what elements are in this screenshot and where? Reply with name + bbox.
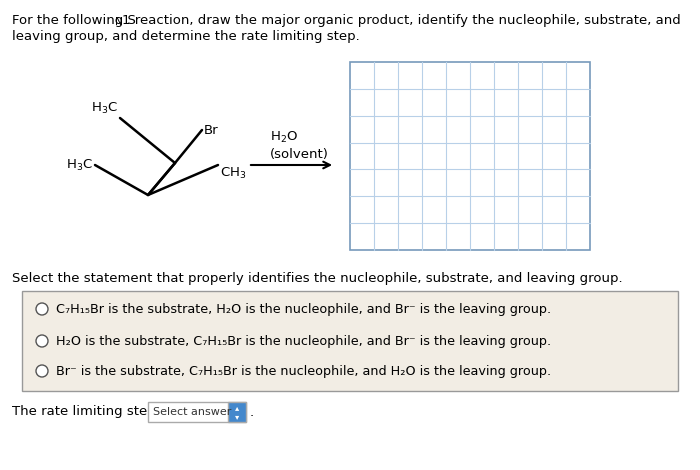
Text: 1 reaction, draw the major organic product, identify the nucleophile, substrate,: 1 reaction, draw the major organic produ…	[122, 14, 680, 27]
Bar	[148, 402, 246, 422]
Text: N: N	[115, 17, 122, 27]
Text: For the following S: For the following S	[12, 14, 136, 27]
Text: leaving group, and determine the rate limiting step.: leaving group, and determine the rate li…	[12, 30, 360, 43]
Bar	[22, 291, 678, 391]
Text: H$_2$O: H$_2$O	[270, 130, 298, 145]
Text: CH$_3$: CH$_3$	[220, 166, 246, 181]
Text: C₇H₁₅Br is the substrate, H₂O is the nucleophile, and Br⁻ is the leaving group.: C₇H₁₅Br is the substrate, H₂O is the nuc…	[56, 303, 551, 315]
Text: Br: Br	[204, 124, 218, 136]
Text: .: .	[250, 406, 254, 418]
Text: Br⁻ is the substrate, C₇H₁₅Br is the nucleophile, and H₂O is the leaving group.: Br⁻ is the substrate, C₇H₁₅Br is the nuc…	[56, 365, 551, 377]
Bar	[350, 62, 590, 250]
Circle shape	[36, 365, 48, 377]
Text: The rate limiting step is: The rate limiting step is	[12, 406, 171, 418]
Text: ▴
▾: ▴ ▾	[235, 403, 239, 421]
Text: H$_3$C: H$_3$C	[66, 157, 93, 172]
Bar	[228, 402, 246, 422]
Text: H$_3$C: H$_3$C	[91, 101, 118, 116]
Text: (solvent): (solvent)	[270, 148, 329, 161]
Circle shape	[36, 335, 48, 347]
Text: Select answer: Select answer	[153, 407, 232, 417]
Text: Select the statement that properly identifies the nucleophile, substrate, and le: Select the statement that properly ident…	[12, 272, 622, 285]
Text: H₂O is the substrate, C₇H₁₅Br is the nucleophile, and Br⁻ is the leaving group.: H₂O is the substrate, C₇H₁₅Br is the nuc…	[56, 335, 551, 347]
Circle shape	[36, 303, 48, 315]
